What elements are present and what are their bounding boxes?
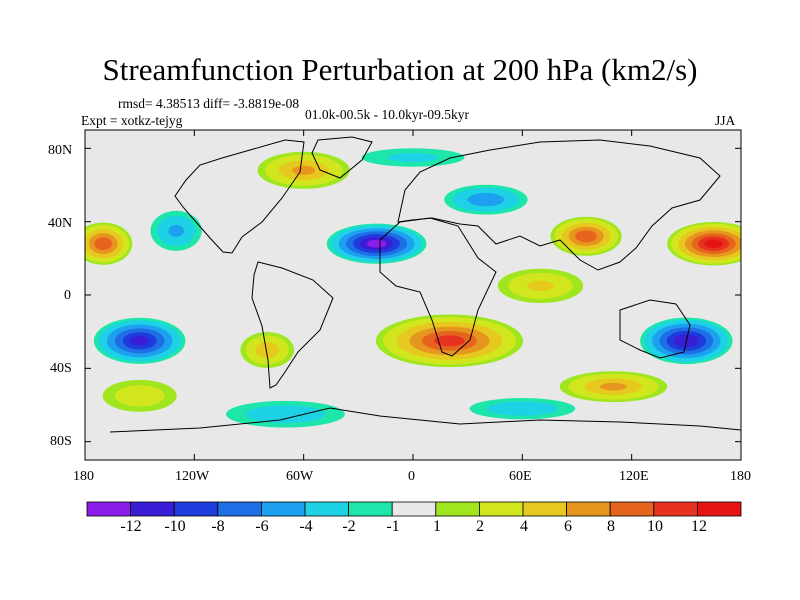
colorbar-label: 10: [647, 518, 663, 535]
contour-band: [434, 335, 465, 347]
contour-band: [114, 385, 165, 407]
contour-band: [575, 230, 598, 243]
colorbar-swatch: [348, 501, 393, 517]
colorbar-swatch: [478, 501, 524, 517]
colorbar-label: -10: [164, 518, 186, 535]
colorbar-swatch: [130, 501, 175, 517]
anomaly-high-11: [102, 379, 177, 412]
colorbar-swatch: [304, 501, 349, 517]
colorbar-label: -8: [211, 518, 225, 535]
coastlines: [109, 136, 741, 433]
coast-eurasia: [397, 139, 721, 271]
colorbar-label: -6: [255, 518, 269, 535]
contour-band: [245, 405, 326, 424]
anomaly-high-4: [85, 222, 133, 265]
x-tick-label: 0: [408, 469, 415, 484]
colorbar-label: -4: [299, 518, 313, 535]
anomaly-high-10: [240, 332, 295, 368]
contour-band: [168, 224, 184, 237]
colorbar-swatch: [391, 501, 437, 517]
coast-antarctica: [109, 407, 741, 433]
colorbar-label: 12: [691, 518, 707, 535]
anomaly-low-8: [444, 184, 528, 215]
x-tick-label: 60E: [509, 469, 532, 484]
contour-band: [94, 237, 113, 251]
colorbar-label: 2: [476, 518, 484, 535]
anomaly-high-2: [667, 221, 741, 266]
contour-band: [486, 401, 558, 416]
contour-band: [255, 342, 280, 358]
coast-africa: [379, 217, 497, 357]
anomaly-high-5: [550, 216, 622, 256]
anomaly-low-6: [93, 317, 186, 364]
period-label: 01.0k-00.5k - 10.0kyr-09.5kyr: [305, 107, 469, 122]
anomaly-low-14: [469, 398, 576, 420]
colorbar-swatch: [260, 501, 306, 517]
coast-australia: [619, 299, 691, 359]
y-tick-label: 40S: [50, 361, 72, 376]
contour-band: [527, 280, 554, 292]
anomaly-high-3: [375, 314, 524, 368]
contour-band: [600, 382, 627, 391]
plot-background: [85, 130, 741, 460]
colorbar-swatch: [522, 501, 567, 517]
colorbar-swatch: [609, 501, 655, 517]
anomaly-high-15: [497, 268, 584, 304]
colorbar-swatch: [697, 501, 742, 517]
x-tick-label: 180: [730, 469, 751, 484]
colorbar-swatch: [435, 501, 480, 517]
colorbar-swatch: [217, 501, 262, 517]
x-tick-label: 120W: [175, 469, 210, 484]
anomaly-low-0: [326, 223, 427, 264]
y-tick-label: 80N: [48, 143, 73, 158]
colorbar-label: -1: [386, 518, 400, 535]
anomaly-low-9: [150, 210, 202, 251]
contour-band: [704, 239, 723, 248]
anomaly-high-12: [559, 371, 668, 403]
contour-band: [366, 239, 387, 248]
colorbar-label: 8: [607, 518, 615, 535]
experiment-label: Expt = xotkz-tejyg: [81, 113, 183, 128]
colorbar-label: 4: [520, 518, 528, 535]
coast-south-america: [251, 261, 334, 389]
contour-band: [292, 165, 316, 175]
colorbar-label: 1: [433, 518, 441, 535]
y-tick-label: 80S: [50, 434, 72, 449]
coast-north-america: [174, 139, 305, 254]
colorbar-label: -2: [342, 518, 356, 535]
colorbar-label: -12: [120, 518, 142, 535]
stats-label: rmsd= 4.38513 diff= -3.8819e-08: [118, 96, 300, 111]
colorbar-swatch: [86, 501, 131, 517]
anomaly-low-13: [226, 400, 345, 428]
colorbar-swatch: [566, 501, 611, 517]
contour-band: [467, 193, 505, 207]
chart-title: Streamfunction Perturbation at 200 hPa (…: [102, 52, 698, 87]
colorbar-label: 6: [564, 518, 572, 535]
x-tick-label: 60W: [286, 469, 314, 484]
x-tick-label: 120E: [619, 469, 649, 484]
colorbar-swatch: [653, 501, 698, 517]
coast-greenland: [311, 136, 373, 179]
contour-band: [130, 336, 150, 346]
y-tick-label: 40N: [48, 216, 73, 231]
season-label: JJA: [715, 113, 736, 128]
anomaly-low-16: [361, 148, 465, 167]
y-tick-label: 0: [64, 288, 71, 303]
x-tick-label: 180: [73, 469, 94, 484]
contour-band: [388, 153, 438, 162]
anomaly-high-7: [257, 151, 350, 189]
colorbar-swatch: [173, 501, 219, 517]
